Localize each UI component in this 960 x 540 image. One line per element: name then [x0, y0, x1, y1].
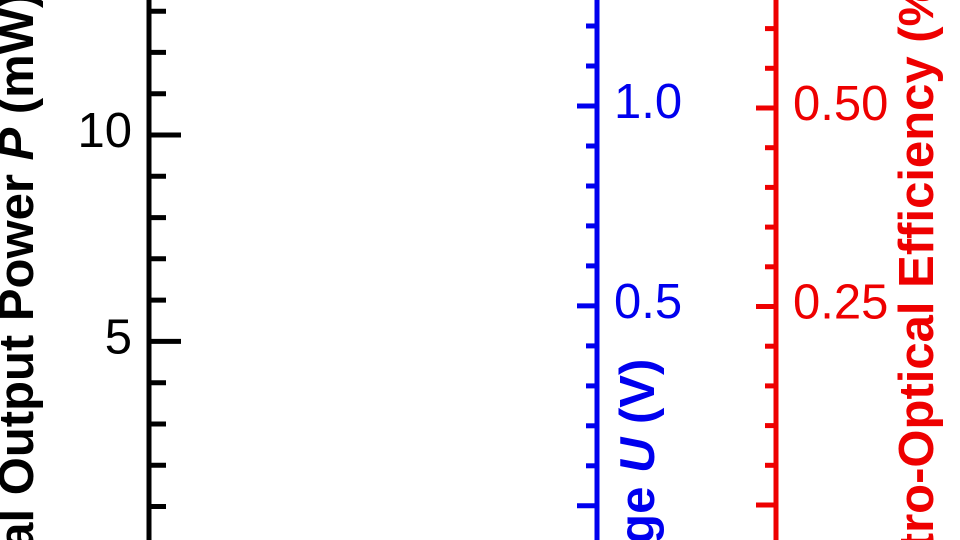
svg-text:5: 5 [105, 310, 132, 364]
svg-text:0.25: 0.25 [793, 276, 888, 330]
svg-text:0.5: 0.5 [614, 275, 682, 329]
svg-text:Electro-Optical Efficiency (%): Electro-Optical Efficiency (%) [890, 0, 944, 540]
svg-text:0.50: 0.50 [793, 77, 888, 131]
svg-text:Voltage U (V): Voltage U (V) [611, 359, 665, 540]
svg-text:10: 10 [77, 104, 132, 158]
svg-text:Optical Output Power P (mW): Optical Output Power P (mW) [0, 0, 44, 540]
svg-text:1.0: 1.0 [614, 75, 682, 129]
